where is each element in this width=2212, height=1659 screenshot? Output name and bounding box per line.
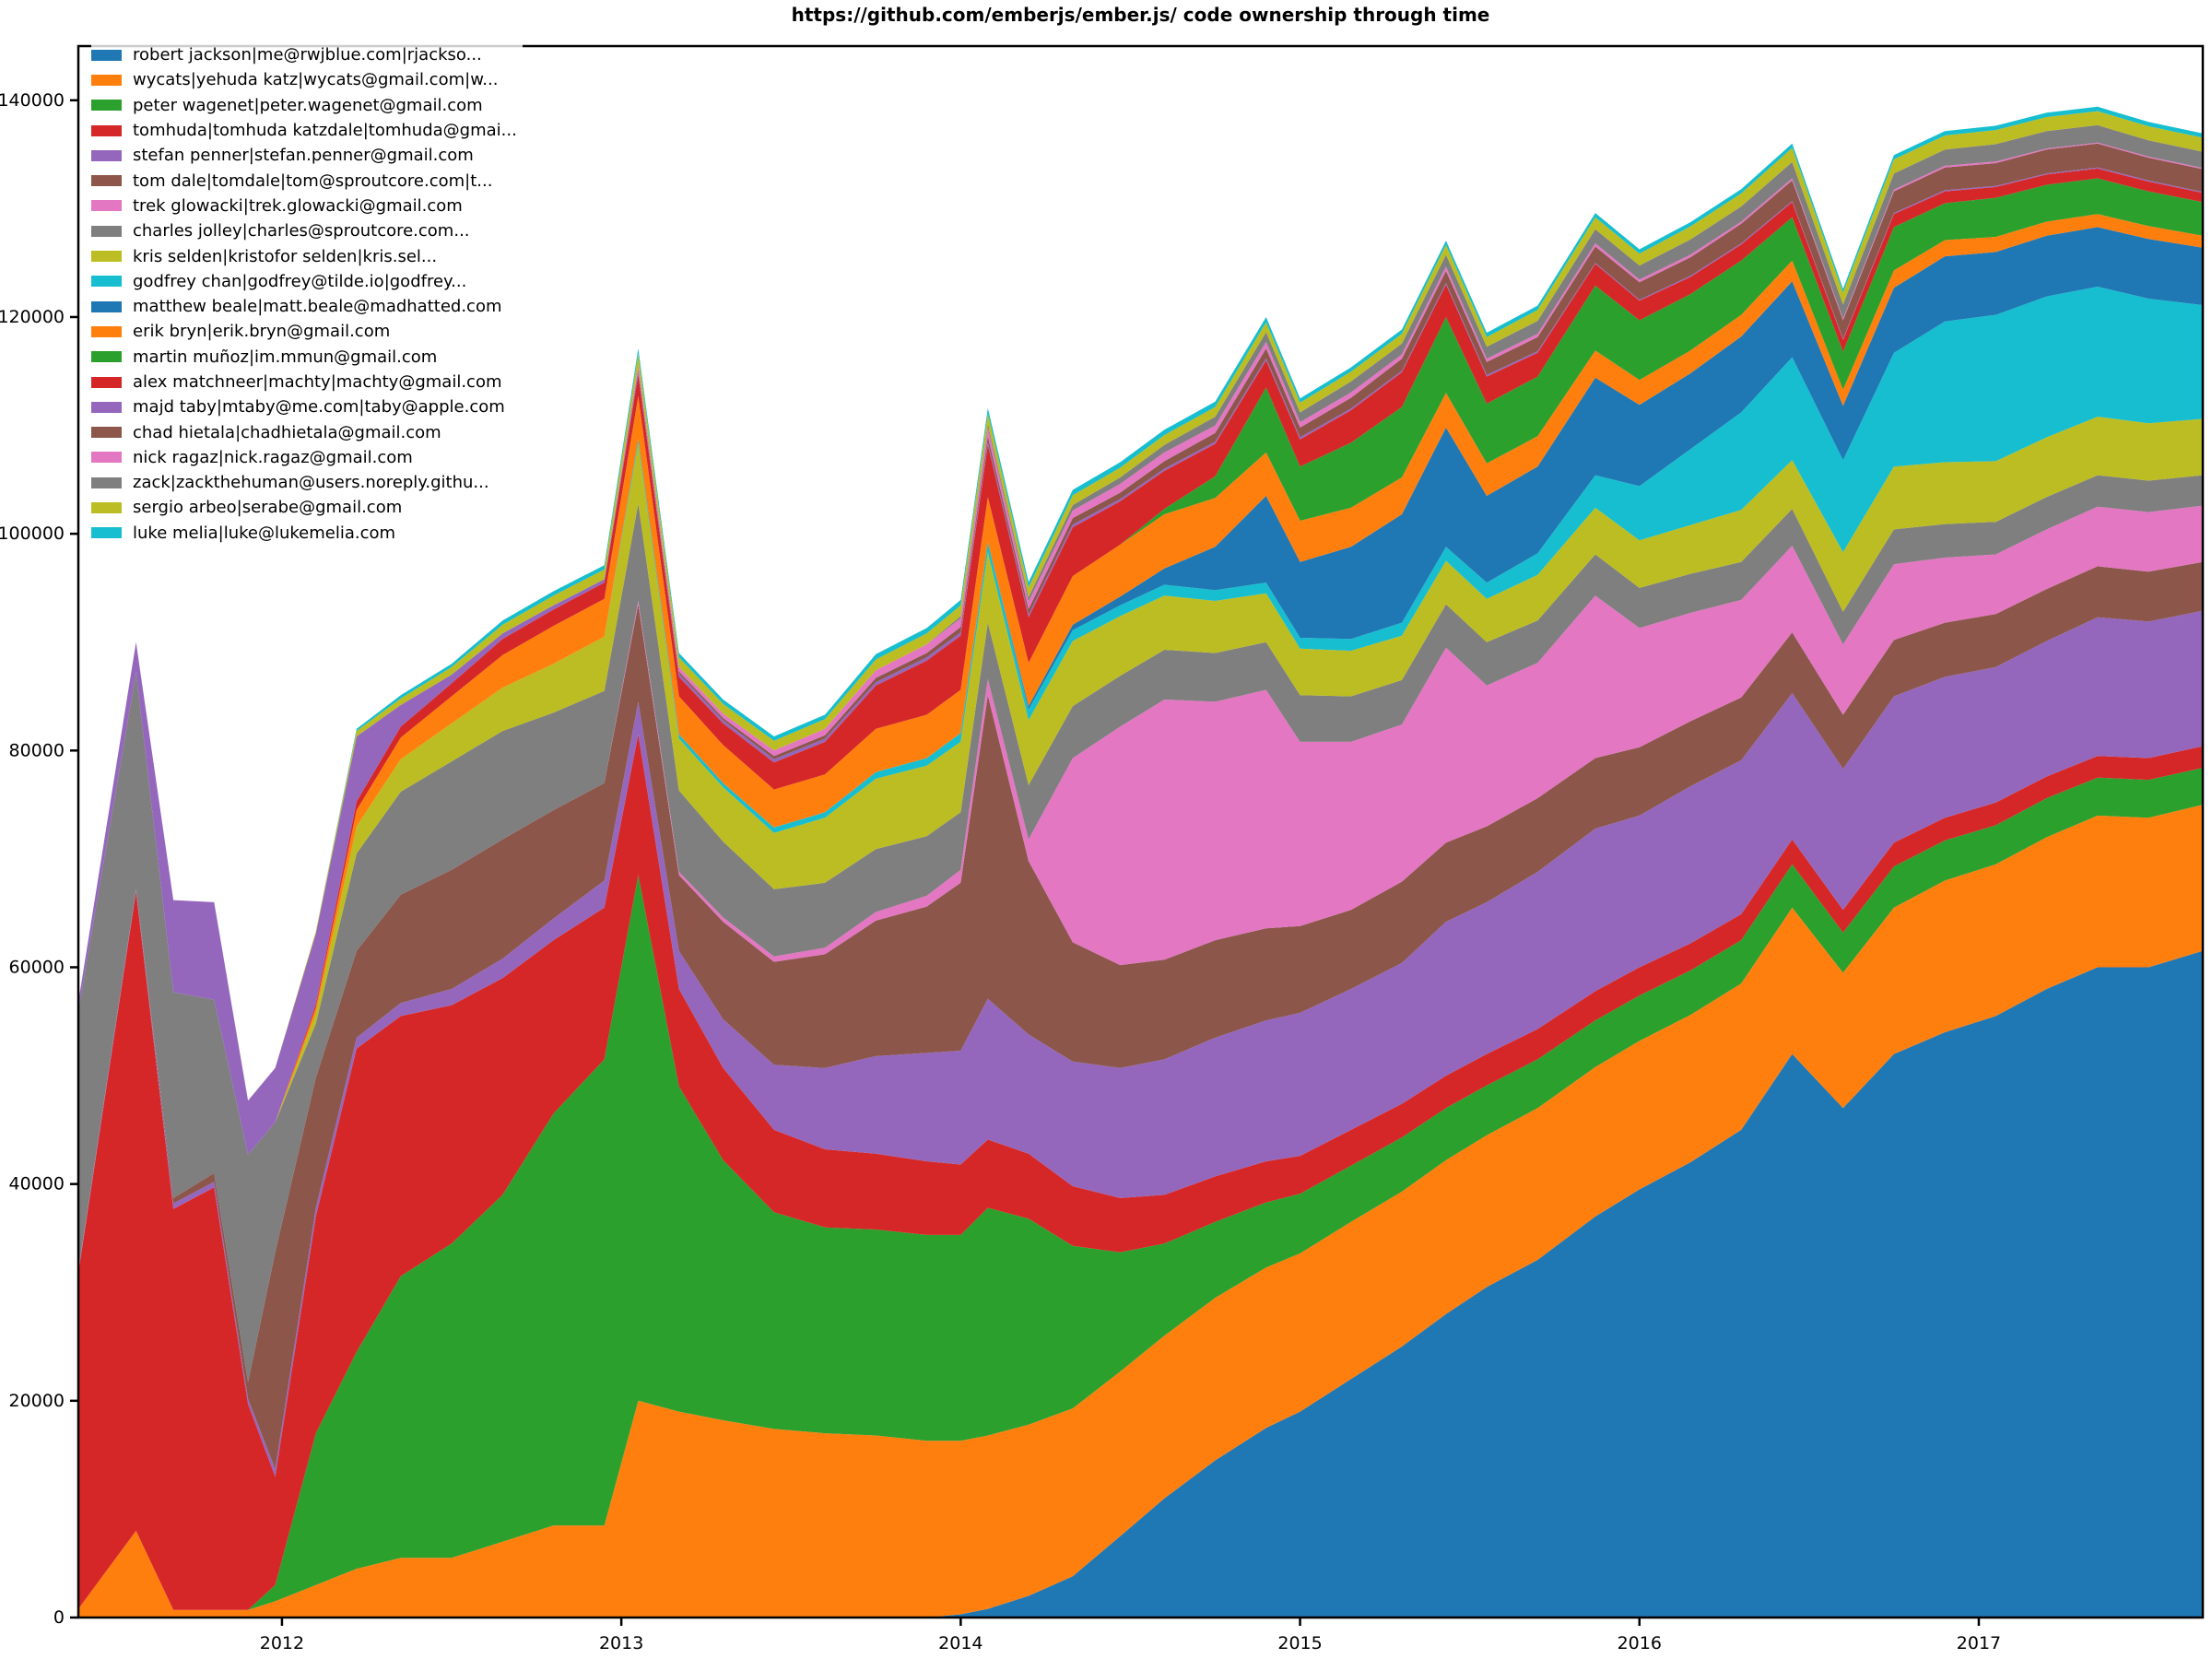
legend-label: chad hietala|chadhietala@gmail.com [133,422,441,442]
legend-swatch-icon [91,100,122,112]
legend-label: peter wagenet|peter.wagenet@gmail.com [133,95,483,115]
area-series-4 [78,610,2203,1477]
legend-item: martin muñoz|im.mmun@gmail.com [91,345,517,370]
legend-label: matthew beale|matt.beale@madhatted.com [133,297,502,317]
legend-swatch-icon [91,325,122,337]
legend-item: charles jolley|charles@sproutcore.com... [91,218,517,243]
area-series-5 [78,561,2203,1469]
legend-label: tomhuda|tomhuda katzdale|tomhuda@gmai... [133,121,517,141]
legend-swatch-icon [91,427,122,439]
y-axis-tick-label: 0 [53,1607,65,1628]
x-axis-tick-label: 2013 [599,1633,643,1653]
area-series-9 [78,287,2203,1155]
legend-swatch-icon [91,501,122,513]
legend-swatch-icon [91,124,122,136]
y-axis-tick-label: 60000 [9,957,65,977]
legend-swatch-icon [91,351,122,363]
legend-swatch-icon [91,175,122,187]
x-axis-tick-label: 2014 [938,1633,982,1653]
y-axis-tick-label: 40000 [9,1174,65,1194]
legend-swatch-icon [91,276,122,288]
legend-item: stefan penner|stefan.penner@gmail.com [91,143,517,168]
legend-item: kris selden|kristofor selden|kris.sel... [91,243,517,268]
legend-item: wycats|yehuda katz|wycats@gmail.com|w... [91,67,517,92]
legend-swatch-icon [91,149,122,161]
legend-item: godfrey chan|godfrey@tilde.io|godfrey... [91,269,517,294]
legend-swatch-icon [91,225,122,237]
legend-label: tom dale|tomdale|tom@sproutcore.com|t... [133,171,493,191]
legend-item: matthew beale|matt.beale@madhatted.com [91,294,517,319]
legend-label: erik bryn|erik.bryn@gmail.com [133,322,391,342]
axes-group: 2012 2013 2014 2015 2016 2017 0 20000 40000 60000… [0,44,2205,1653]
legend-swatch-icon [91,200,122,212]
x-axis-tick-label: 2015 [1277,1633,1322,1653]
legend-swatch-icon [91,401,122,413]
x-axis-tick-label: 2017 [1957,1633,2001,1653]
legend-item: peter wagenet|peter.wagenet@gmail.com [91,93,517,118]
area-series-11 [78,214,2203,1155]
y-axis-tick-label: 100000 [0,524,65,544]
legend-item: trek glowacki|trek.glowacki@gmail.com [91,194,517,218]
area-series-6 [78,505,2203,1382]
axes-frame [76,44,2205,1619]
legend-label: sergio arbeo|serabe@gmail.com [133,498,403,518]
legend-swatch-icon [91,452,122,464]
legend-swatch-icon [91,49,122,61]
area-series-0 [78,950,2203,1618]
area-series-8 [78,417,2203,1155]
area-series-1 [78,805,2203,1618]
legend-item: nick ragaz|nick.ragaz@gmail.com [91,445,517,470]
area-series-10 [78,227,2203,1155]
legend-item: erik bryn|erik.bryn@gmail.com [91,319,517,344]
legend-label: zack|zackthehuman@users.noreply.githu... [133,473,489,493]
legend-label: alex matchneer|machty|machty@gmail.com [133,372,502,392]
legend-label: majd taby|mtaby@me.com|taby@apple.com [133,397,505,418]
x-axis-tick-label: 2012 [260,1633,304,1653]
legend-swatch-icon [91,300,122,312]
y-axis-tick-label: 80000 [9,740,65,760]
legend-item: chad hietala|chadhietala@gmail.com [91,419,517,444]
legend-item: zack|zackthehuman@users.noreply.githu... [91,470,517,495]
y-axis-tick-label: 20000 [9,1391,65,1411]
legend-item: sergio arbeo|serabe@gmail.com [91,495,517,520]
legend-swatch-icon [91,251,122,263]
legend-label: kris selden|kristofor selden|kris.sel... [133,246,438,266]
area-series-group [78,106,2203,1618]
area-series-14 [78,167,2203,1155]
legend-swatch-icon [91,527,122,539]
legend-label: stefan penner|stefan.penner@gmail.com [133,146,474,166]
legend-item: robert jackson|me@rwjblue.com|rjackso... [91,42,517,67]
y-axis-tick-label: 140000 [0,90,65,111]
legend-label: godfrey chan|godfrey@tilde.io|godfrey... [133,271,467,291]
legend-label: wycats|yehuda katz|wycats@gmail.com|w... [133,70,499,90]
legend-item: tomhuda|tomhuda katzdale|tomhuda@gmai... [91,118,517,143]
area-series-3 [78,734,2203,1610]
y-axis-tick-label: 120000 [0,307,65,327]
chart-title: https://github.com/emberjs/ember.js/ cod… [791,4,1490,26]
legend-swatch-icon [91,376,122,388]
legend: robert jackson|me@rwjblue.com|rjackso...… [91,41,523,547]
legend-swatch-icon [91,477,122,488]
legend-item: alex matchneer|machty|machty@gmail.com [91,370,517,394]
area-series-2 [78,768,2203,1610]
legend-label: luke melia|luke@lukemelia.com [133,523,396,543]
legend-label: robert jackson|me@rwjblue.com|rjackso... [133,45,482,65]
legend-swatch-icon [91,74,122,86]
x-axis-tick-label: 2016 [1618,1633,1662,1653]
legend-label: charles jolley|charles@sproutcore.com... [133,221,470,241]
area-series-7 [78,475,2203,1382]
legend-item: majd taby|mtaby@me.com|taby@apple.com [91,394,517,419]
legend-item: luke melia|luke@lukemelia.com [91,521,517,546]
legend-label: trek glowacki|trek.glowacki@gmail.com [133,195,463,216]
legend-item: tom dale|tomdale|tom@sproutcore.com|t... [91,168,517,193]
legend-label: martin muñoz|im.mmun@gmail.com [133,347,438,367]
legend-label: nick ragaz|nick.ragaz@gmail.com [133,447,413,467]
